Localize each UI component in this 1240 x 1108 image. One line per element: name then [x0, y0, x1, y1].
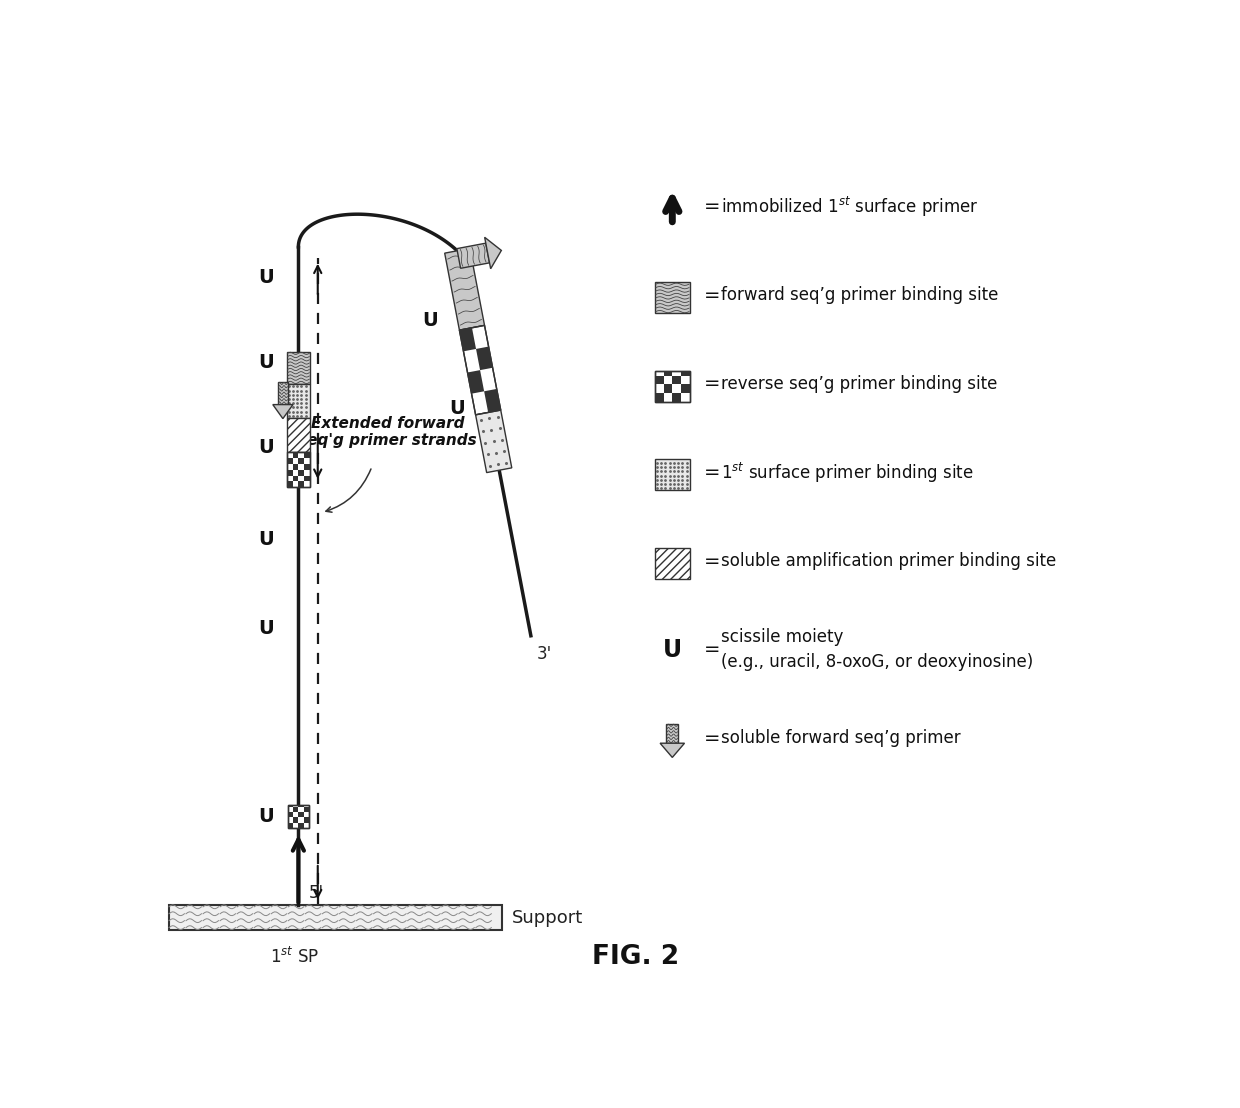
- Text: soluble amplification primer binding site: soluble amplification primer binding sit…: [720, 552, 1056, 571]
- Bar: [663, 384, 672, 393]
- Bar: [286, 384, 310, 418]
- Bar: [299, 481, 304, 488]
- Bar: [288, 812, 293, 818]
- Bar: [304, 807, 309, 812]
- Bar: [655, 548, 689, 578]
- Bar: [655, 371, 689, 402]
- Text: U: U: [449, 399, 465, 418]
- Bar: [286, 452, 310, 488]
- Bar: [288, 806, 309, 829]
- Text: =: =: [704, 286, 720, 305]
- Bar: [288, 806, 293, 807]
- Bar: [299, 459, 304, 464]
- Text: scissile moiety
(e.g., uracil, 8-oxoG, or deoxyinosine): scissile moiety (e.g., uracil, 8-oxoG, o…: [720, 628, 1033, 671]
- Bar: [672, 393, 681, 402]
- Text: Support: Support: [511, 909, 583, 926]
- Bar: [288, 823, 293, 829]
- Bar: [286, 470, 293, 475]
- Text: =: =: [704, 552, 720, 571]
- Text: 1$^{st}$ surface primer binding site: 1$^{st}$ surface primer binding site: [720, 461, 973, 484]
- Bar: [293, 464, 299, 470]
- Bar: [286, 452, 310, 488]
- Text: =: =: [704, 197, 720, 216]
- Text: =: =: [704, 640, 720, 659]
- Bar: [304, 464, 310, 470]
- Text: 1$^{st}$ SP: 1$^{st}$ SP: [270, 947, 319, 967]
- Bar: [299, 806, 304, 807]
- Bar: [681, 384, 689, 393]
- Text: immobilized 1$^{st}$ surface primer: immobilized 1$^{st}$ surface primer: [720, 195, 978, 219]
- Bar: [304, 475, 310, 481]
- Bar: [278, 381, 288, 404]
- Text: 3': 3': [536, 645, 552, 663]
- Bar: [299, 823, 304, 829]
- Polygon shape: [459, 328, 476, 351]
- Bar: [655, 460, 689, 490]
- Text: U: U: [258, 438, 274, 456]
- Bar: [655, 371, 689, 402]
- Bar: [288, 806, 309, 829]
- Text: =: =: [704, 463, 720, 482]
- Bar: [304, 452, 310, 459]
- Text: 5': 5': [309, 884, 324, 902]
- Bar: [663, 371, 672, 376]
- Text: U: U: [662, 638, 682, 663]
- Bar: [286, 481, 293, 488]
- Bar: [293, 452, 299, 459]
- Text: Extended forward
seq'g primer strands: Extended forward seq'g primer strands: [298, 416, 477, 448]
- Polygon shape: [445, 248, 485, 330]
- Text: U: U: [258, 530, 274, 550]
- Bar: [286, 459, 293, 464]
- Text: =: =: [704, 375, 720, 393]
- Bar: [655, 376, 663, 384]
- Bar: [655, 283, 689, 314]
- Text: U: U: [258, 353, 274, 372]
- Text: U: U: [423, 310, 438, 329]
- Text: soluble forward seq’g primer: soluble forward seq’g primer: [720, 729, 960, 747]
- Polygon shape: [660, 743, 684, 758]
- Bar: [299, 812, 304, 818]
- Polygon shape: [467, 370, 484, 393]
- Polygon shape: [273, 404, 293, 419]
- Polygon shape: [459, 326, 501, 414]
- Polygon shape: [476, 410, 512, 473]
- Bar: [304, 818, 309, 823]
- Bar: [299, 470, 304, 475]
- Polygon shape: [485, 237, 501, 269]
- Bar: [672, 376, 681, 384]
- Bar: [293, 807, 299, 812]
- Bar: [293, 818, 299, 823]
- Text: FIG. 2: FIG. 2: [591, 944, 680, 970]
- Text: =: =: [704, 729, 720, 748]
- Text: reverse seq’g primer binding site: reverse seq’g primer binding site: [720, 375, 997, 393]
- Bar: [286, 418, 310, 452]
- Polygon shape: [484, 389, 501, 412]
- Bar: [293, 475, 299, 481]
- Polygon shape: [456, 243, 490, 268]
- Bar: [666, 724, 678, 743]
- Bar: [286, 351, 310, 384]
- Polygon shape: [476, 347, 492, 370]
- Bar: [655, 393, 663, 402]
- Text: U: U: [258, 618, 274, 637]
- Text: forward seq’g primer binding site: forward seq’g primer binding site: [720, 287, 998, 305]
- Bar: [169, 905, 502, 930]
- Bar: [681, 371, 689, 376]
- Text: U: U: [258, 268, 274, 287]
- Text: U: U: [258, 808, 274, 827]
